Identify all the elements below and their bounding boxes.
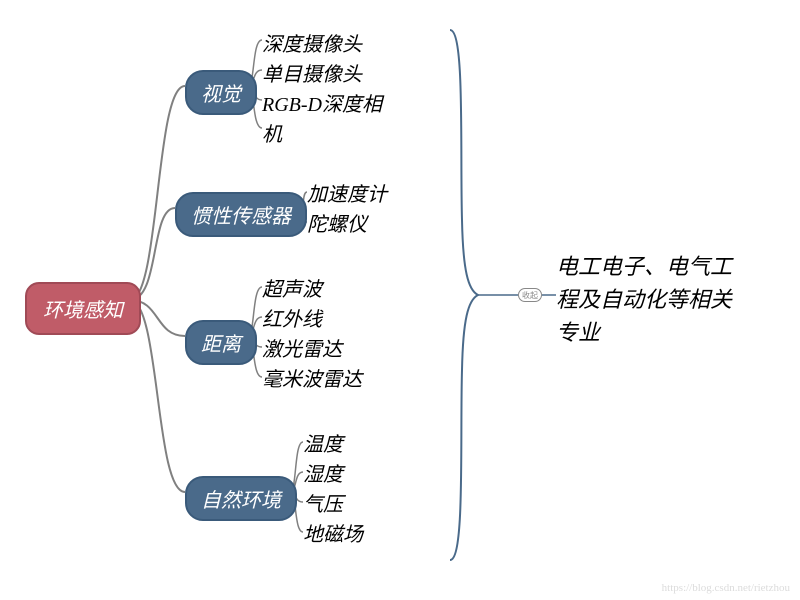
leaf-group-distance: 超声波 红外线 激光雷达 毫米波雷达 <box>262 275 362 395</box>
branch-imu[interactable]: 惯性传感器 <box>175 192 307 237</box>
branch-vision[interactable]: 视觉 <box>185 70 257 115</box>
leaf-group-imu: 加速度计 陀螺仪 <box>307 180 387 240</box>
leaf-item: 超声波 <box>262 275 362 305</box>
leaf-item: 地磁场 <box>303 520 363 550</box>
collapse-label: 收起 <box>522 290 538 301</box>
root-label: 环境感知 <box>43 300 123 322</box>
collapse-button[interactable]: 收起 <box>518 288 542 302</box>
root-node[interactable]: 环境感知 <box>25 282 141 335</box>
leaf-item: 气压 <box>303 490 363 520</box>
leaf-item: 温度 <box>303 430 363 460</box>
branch-distance[interactable]: 距离 <box>185 320 257 365</box>
right-summary-text: 电工电子、电气工程及自动化等相关专业 <box>556 250 736 349</box>
watermark-text: https://blog.csdn.net/rietzhou <box>662 582 790 594</box>
leaf-item: 陀螺仪 <box>307 210 387 240</box>
branch-distance-label: 距离 <box>201 334 241 356</box>
branch-imu-label: 惯性传感器 <box>191 206 291 228</box>
leaf-item: RGB-D深度相 <box>262 90 382 120</box>
branch-nature-label: 自然环境 <box>201 490 281 512</box>
leaf-item: 加速度计 <box>307 180 387 210</box>
right-summary-content: 电工电子、电气工程及自动化等相关专业 <box>556 254 732 345</box>
leaf-item: 激光雷达 <box>262 335 362 365</box>
leaf-item: 深度摄像头 <box>262 30 382 60</box>
leaf-group-vision: 深度摄像头 单目摄像头 RGB-D深度相 机 <box>262 30 382 150</box>
leaf-group-nature: 温度 湿度 气压 地磁场 <box>303 430 363 550</box>
leaf-item: 机 <box>262 120 382 150</box>
leaf-item: 红外线 <box>262 305 362 335</box>
leaf-item: 毫米波雷达 <box>262 365 362 395</box>
leaf-item: 湿度 <box>303 460 363 490</box>
branch-vision-label: 视觉 <box>201 84 241 106</box>
branch-nature[interactable]: 自然环境 <box>185 476 297 521</box>
leaf-item: 单目摄像头 <box>262 60 382 90</box>
